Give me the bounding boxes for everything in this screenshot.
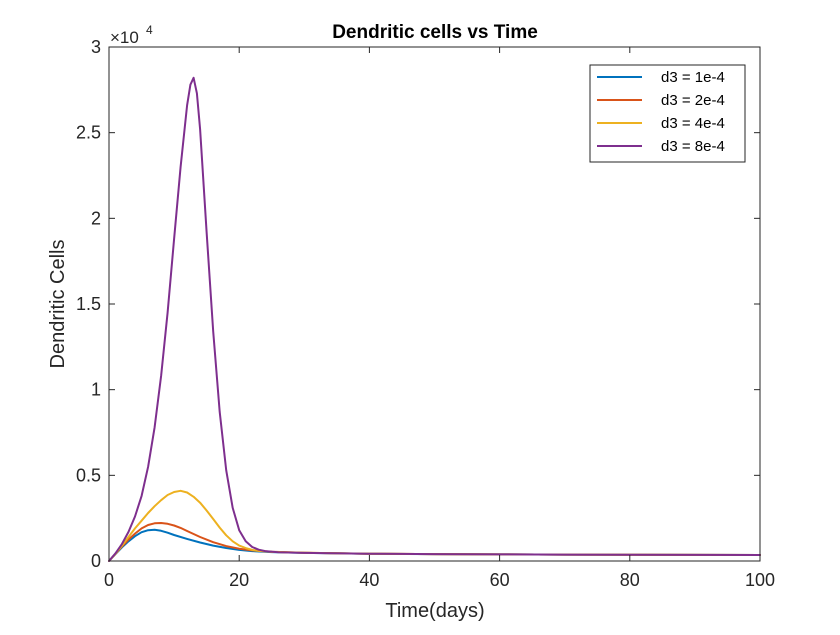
series-line-1 xyxy=(108,528,761,562)
plot-lines xyxy=(108,76,761,562)
legend: d3 = 1e-4 d3 = 2e-4 d3 = 4e-4 d3 = 8e-4 xyxy=(589,64,746,163)
y-tick-label: 0 xyxy=(91,551,101,571)
series-line-4 xyxy=(108,76,761,562)
y-tick-label: 2.5 xyxy=(76,123,101,143)
x-tick-label: 20 xyxy=(229,570,249,590)
y-exponent-base: ×10 xyxy=(110,28,139,47)
legend-label-2: d3 = 2e-4 xyxy=(661,92,725,109)
x-axis-label: Time(days) xyxy=(385,600,484,622)
legend-label-4: d3 = 8e-4 xyxy=(661,138,725,155)
x-tick-label: 100 xyxy=(745,570,775,590)
x-tick-label: 80 xyxy=(620,570,640,590)
ticks: 0 20 40 60 80 100 0 0.5 1 1.5 2 2.5 3 xyxy=(76,37,775,590)
y-tick-label: 0.5 xyxy=(76,465,101,485)
y-tick-label: 2 xyxy=(91,208,101,228)
y-tick-label: 1.5 xyxy=(76,294,101,314)
y-tick-label: 3 xyxy=(91,37,101,57)
x-tick-label: 0 xyxy=(104,570,114,590)
legend-label-3: d3 = 4e-4 xyxy=(661,115,725,132)
y-tick-label: 1 xyxy=(91,380,101,400)
y-exponent-power: 4 xyxy=(146,23,153,37)
chart-title: Dendritic cells vs Time xyxy=(332,22,538,43)
legend-label-1: d3 = 1e-4 xyxy=(661,69,725,86)
x-tick-label: 60 xyxy=(490,570,510,590)
x-tick-label: 40 xyxy=(359,570,379,590)
series-line-3 xyxy=(108,489,761,562)
y-axis-label: Dendritic Cells xyxy=(47,240,69,369)
